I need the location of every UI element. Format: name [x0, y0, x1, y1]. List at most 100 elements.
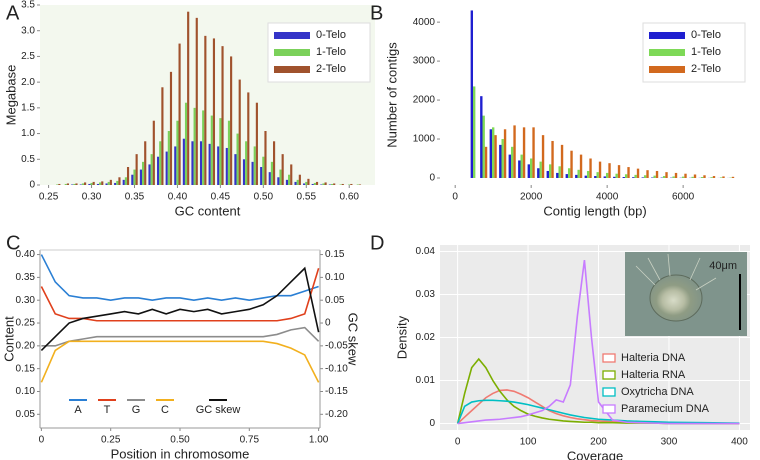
bar	[674, 172, 678, 178]
bar	[584, 175, 587, 178]
bar	[548, 164, 552, 178]
y-tick-label: 0.03	[416, 289, 436, 300]
bar	[99, 182, 102, 185]
legend-label: 2-Telo	[316, 63, 346, 75]
y-axis-title: Density	[394, 315, 409, 359]
bar	[691, 176, 694, 178]
bar	[508, 154, 511, 178]
bar	[193, 107, 196, 185]
bar	[529, 158, 533, 178]
x-tick-label: 0.25	[101, 435, 121, 446]
x-tick-label: 0.75	[240, 435, 260, 446]
bar	[324, 182, 327, 185]
x-tick-label: 0.30	[82, 192, 102, 203]
panel-label: A	[6, 2, 20, 24]
bar	[161, 87, 164, 185]
bar	[157, 156, 160, 185]
y-tick-label: 0	[429, 173, 435, 184]
bar	[281, 154, 284, 185]
y-tick-label: 1.0	[21, 128, 35, 139]
bar	[272, 141, 276, 185]
bar	[513, 125, 516, 178]
bar	[558, 166, 561, 178]
legend-label: T	[104, 404, 111, 416]
bar	[298, 174, 301, 185]
legend-swatch	[649, 66, 685, 73]
bar	[165, 151, 168, 185]
bar	[613, 176, 616, 178]
bar	[90, 182, 93, 185]
y-tick-label: 0.25	[16, 318, 36, 329]
y-tick-label: 3000	[413, 56, 436, 67]
bar	[71, 184, 74, 185]
y-tick-label: 1000	[413, 134, 436, 145]
x-axis-title: Position in chromosome	[111, 446, 250, 460]
y-tick-label: 0.35	[16, 272, 36, 283]
x-tick-label: 0	[39, 435, 45, 446]
bar	[116, 180, 119, 185]
bar	[212, 38, 216, 185]
bar	[470, 10, 474, 178]
bar	[603, 176, 606, 178]
y-axis-title: Number of contigs	[384, 42, 399, 148]
bar	[560, 144, 564, 178]
bar	[285, 179, 289, 185]
bar	[719, 177, 723, 178]
bar	[311, 183, 314, 185]
bar	[303, 183, 306, 185]
y-tick-label: 0.20	[16, 340, 36, 351]
x-tick-label: 0.40	[168, 192, 188, 203]
bar	[109, 179, 112, 185]
x-tick-label: 100	[520, 437, 537, 448]
bar	[328, 184, 331, 185]
legend-label: G	[132, 404, 141, 416]
bar	[527, 164, 530, 178]
bar	[210, 115, 213, 185]
y2-axis-title: GC skew	[346, 313, 361, 366]
bar	[348, 184, 351, 185]
bar	[126, 167, 130, 185]
bar	[684, 173, 687, 178]
bar	[84, 182, 87, 185]
x-tick-label: 300	[661, 437, 678, 448]
bar	[107, 181, 110, 185]
bar	[288, 174, 291, 185]
bar	[139, 169, 143, 185]
bar	[88, 183, 91, 185]
legend-swatch	[274, 32, 310, 39]
bar	[277, 177, 280, 185]
y2-tick-label: 0.15	[325, 249, 345, 260]
y-tick-label: 3.5	[21, 0, 35, 11]
y2-tick-label: -0.05	[325, 340, 348, 351]
bar	[551, 140, 554, 178]
bar	[501, 139, 504, 178]
bar	[290, 164, 293, 185]
x-tick-label: 6000	[672, 192, 695, 203]
bar	[556, 172, 559, 178]
bar	[178, 43, 181, 186]
bar	[643, 175, 647, 178]
bar	[731, 176, 735, 178]
x-tick-label: 0.50	[254, 192, 274, 203]
bar	[242, 159, 246, 185]
bar	[518, 160, 521, 178]
x-tick-label: 4000	[596, 192, 619, 203]
y2-tick-label: 0	[325, 318, 331, 329]
bar	[636, 168, 640, 178]
x-axis-title: Coverage	[567, 448, 623, 460]
bar	[541, 135, 545, 178]
bar	[522, 127, 526, 178]
bar	[484, 146, 488, 178]
bar	[96, 183, 100, 185]
bar	[350, 183, 353, 185]
bar	[710, 177, 713, 178]
bar	[712, 176, 716, 178]
bar	[320, 184, 323, 185]
bar	[322, 183, 325, 185]
bar	[148, 164, 151, 185]
y-tick-label: 0.02	[416, 332, 436, 343]
bar	[480, 96, 483, 178]
inset-photo: 40μm	[625, 252, 747, 336]
bar	[330, 183, 334, 185]
x-tick-label: 0.35	[125, 192, 145, 203]
